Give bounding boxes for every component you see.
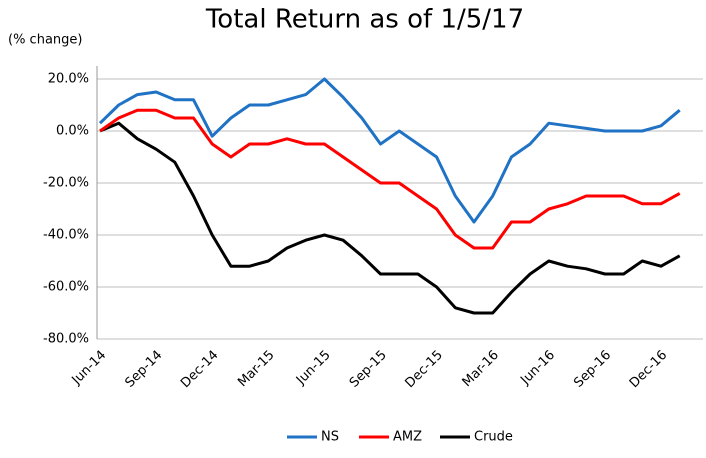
y-tick-label: 0.0%	[56, 124, 89, 139]
y-tick-label: -60.0%	[43, 280, 89, 295]
x-tick-label: Dec-16	[627, 348, 670, 391]
x-tick-label: Dec-15	[402, 348, 445, 391]
chart-title: Total Return as of 1/5/17	[205, 5, 524, 35]
y-tick-label: -20.0%	[43, 176, 89, 191]
x-tick-label: Jun-14	[69, 348, 110, 389]
y-axis-label: (% change)	[8, 33, 82, 48]
series-line	[98, 77, 681, 224]
x-tick-label: Mar-16	[460, 348, 502, 390]
series-line	[99, 108, 681, 250]
y-tick-label: 20.0%	[48, 72, 89, 87]
legend-label: AMZ	[393, 430, 422, 445]
x-tick-label: Sep-16	[571, 348, 614, 391]
x-tick-label: Sep-15	[347, 348, 390, 391]
y-tick-label: -40.0%	[43, 228, 89, 243]
y-tick-label: -80.0%	[43, 332, 89, 347]
x-tick-label: Jun-16	[517, 348, 558, 389]
legend-label: NS	[321, 430, 339, 445]
x-tick-label: Jun-15	[293, 348, 334, 389]
x-tick-label: Mar-15	[235, 348, 277, 390]
series-line	[99, 121, 681, 315]
x-tick-label: Dec-14	[178, 348, 221, 391]
legend-label: Crude	[474, 430, 513, 445]
x-tick-label: Sep-14	[122, 348, 165, 391]
